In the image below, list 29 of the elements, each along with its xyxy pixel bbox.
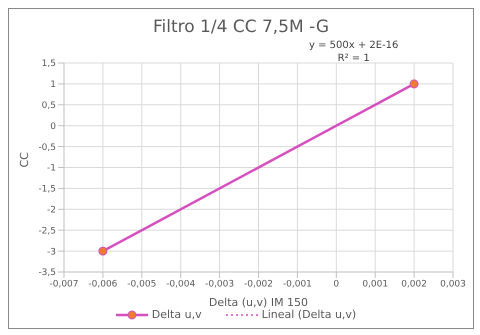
y-tick-label: 0,5 (42, 100, 56, 111)
x-tick-label: 0,001 (362, 279, 388, 290)
y-tick-label: -2,5 (38, 226, 56, 236)
y-tick-label: -1 (47, 164, 56, 174)
y-tick-label: -3 (47, 247, 56, 258)
x-tick-label: -0,001 (282, 279, 312, 290)
y-tick-label: 0 (50, 122, 56, 132)
annotation: R² = 1 (336, 52, 371, 65)
y-tick-label: -1,5 (38, 184, 56, 195)
x-tick-label: -0,004 (166, 279, 196, 290)
x-tick-label: -0,007 (49, 279, 79, 290)
y-tick-label: -3,5 (38, 268, 56, 278)
x-tick-label: 0,003 (440, 279, 466, 290)
y-tick-label: -0,5 (38, 142, 56, 153)
y-tick-label: 1 (50, 80, 56, 90)
y-axis-title: CC (18, 152, 31, 168)
legend-label: Lineal (Delta u,v) (262, 308, 356, 321)
legend-label: Delta u,v (152, 308, 202, 321)
x-tick-label: -0,003 (205, 279, 234, 290)
x-tick-label: 0 (333, 279, 340, 290)
x-tick-label: -0,005 (127, 279, 156, 290)
x-tick-label: 0,002 (401, 279, 427, 290)
chart-title: Filtro 1/4 CC 7,5M -G (152, 17, 330, 37)
y-tick-label: 1,5 (42, 59, 56, 70)
x-axis-title: Delta (u,v) IM 150 (208, 296, 308, 309)
y-tick-label: -2 (47, 205, 56, 216)
x-tick-label: -0,002 (244, 279, 274, 290)
x-tick-label: -0,006 (88, 279, 118, 290)
text: y = 500x + 2E-16 (309, 39, 398, 52)
